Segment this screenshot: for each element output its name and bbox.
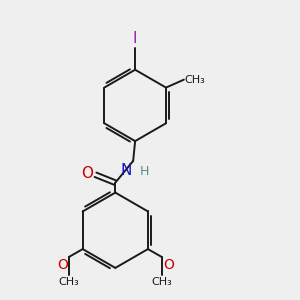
Text: N: N [121, 163, 132, 178]
Text: O: O [57, 258, 68, 272]
Text: CH₃: CH₃ [152, 277, 172, 287]
Text: CH₃: CH₃ [58, 277, 79, 287]
Text: CH₃: CH₃ [185, 75, 206, 85]
Text: H: H [140, 165, 149, 178]
Text: O: O [82, 166, 94, 181]
Text: O: O [163, 258, 174, 272]
Text: I: I [133, 31, 137, 46]
